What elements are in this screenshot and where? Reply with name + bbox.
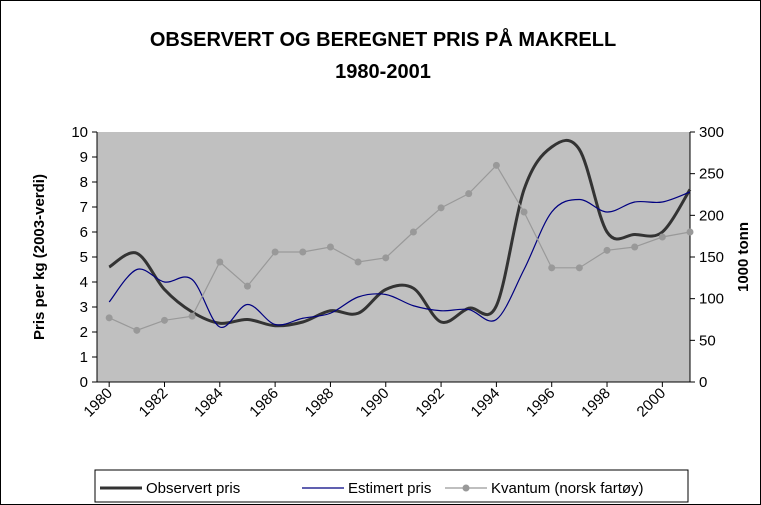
y-axis-label: Pris per kg (2003-verdi)	[31, 174, 48, 340]
series-marker	[686, 228, 694, 236]
y2-tick-label: 150	[699, 249, 724, 266]
y-tick-label: 7	[80, 199, 88, 216]
y-tick-label: 4	[80, 274, 88, 291]
series-marker	[326, 243, 334, 251]
chart-subtitle: 1980-2001	[335, 61, 431, 83]
y-tick-label: 5	[80, 249, 88, 266]
legend	[94, 469, 689, 503]
legend-marker	[462, 484, 470, 492]
series-marker	[465, 190, 473, 198]
y2-tick-label: 100	[699, 291, 724, 308]
chart-title: OBSERVERT OG BEREGNET PRIS PÅ MAKRELL	[150, 27, 616, 51]
series-marker	[243, 282, 251, 290]
series-marker	[631, 243, 639, 251]
series-marker	[271, 248, 279, 256]
y-tick-label: 2	[80, 324, 88, 341]
series-marker	[658, 233, 666, 241]
series-marker	[437, 204, 445, 212]
series-marker	[382, 254, 390, 262]
series-marker	[105, 314, 113, 322]
legend-label: Estimert pris	[348, 480, 431, 497]
y2-tick-label: 50	[699, 332, 716, 349]
y-tick-label: 0	[80, 374, 88, 391]
y-tick-label: 3	[80, 299, 88, 316]
y2-tick-label: 200	[699, 207, 724, 224]
series-line	[108, 191, 691, 328]
y-tick-label: 1	[80, 349, 88, 366]
series-marker	[520, 208, 528, 216]
y2-tick-label: 300	[699, 124, 724, 141]
y2-axis-label: 1000 tonn	[735, 222, 752, 292]
series-marker	[603, 246, 611, 254]
y2-tick-label: 250	[699, 166, 724, 183]
series-marker	[548, 264, 556, 272]
y-tick-label: 6	[80, 224, 88, 241]
series-line	[108, 138, 692, 328]
series-marker	[354, 258, 362, 266]
series-marker	[575, 264, 583, 272]
series-marker	[492, 161, 500, 169]
series-line	[108, 164, 691, 331]
y-tick-label: 8	[80, 174, 88, 191]
y-tick-label: 10	[71, 124, 88, 141]
legend-label: Kvantum (norsk fartøy)	[491, 480, 644, 497]
series-marker	[299, 248, 307, 256]
y2-tick-label: 0	[699, 374, 707, 391]
plot-area	[97, 132, 690, 382]
series-marker	[188, 312, 196, 320]
series-marker	[409, 228, 417, 236]
series-marker	[133, 326, 141, 334]
series-marker	[160, 316, 168, 324]
legend-label: Observert pris	[146, 480, 240, 497]
y-tick-label: 9	[80, 149, 88, 166]
series-marker	[216, 258, 224, 266]
